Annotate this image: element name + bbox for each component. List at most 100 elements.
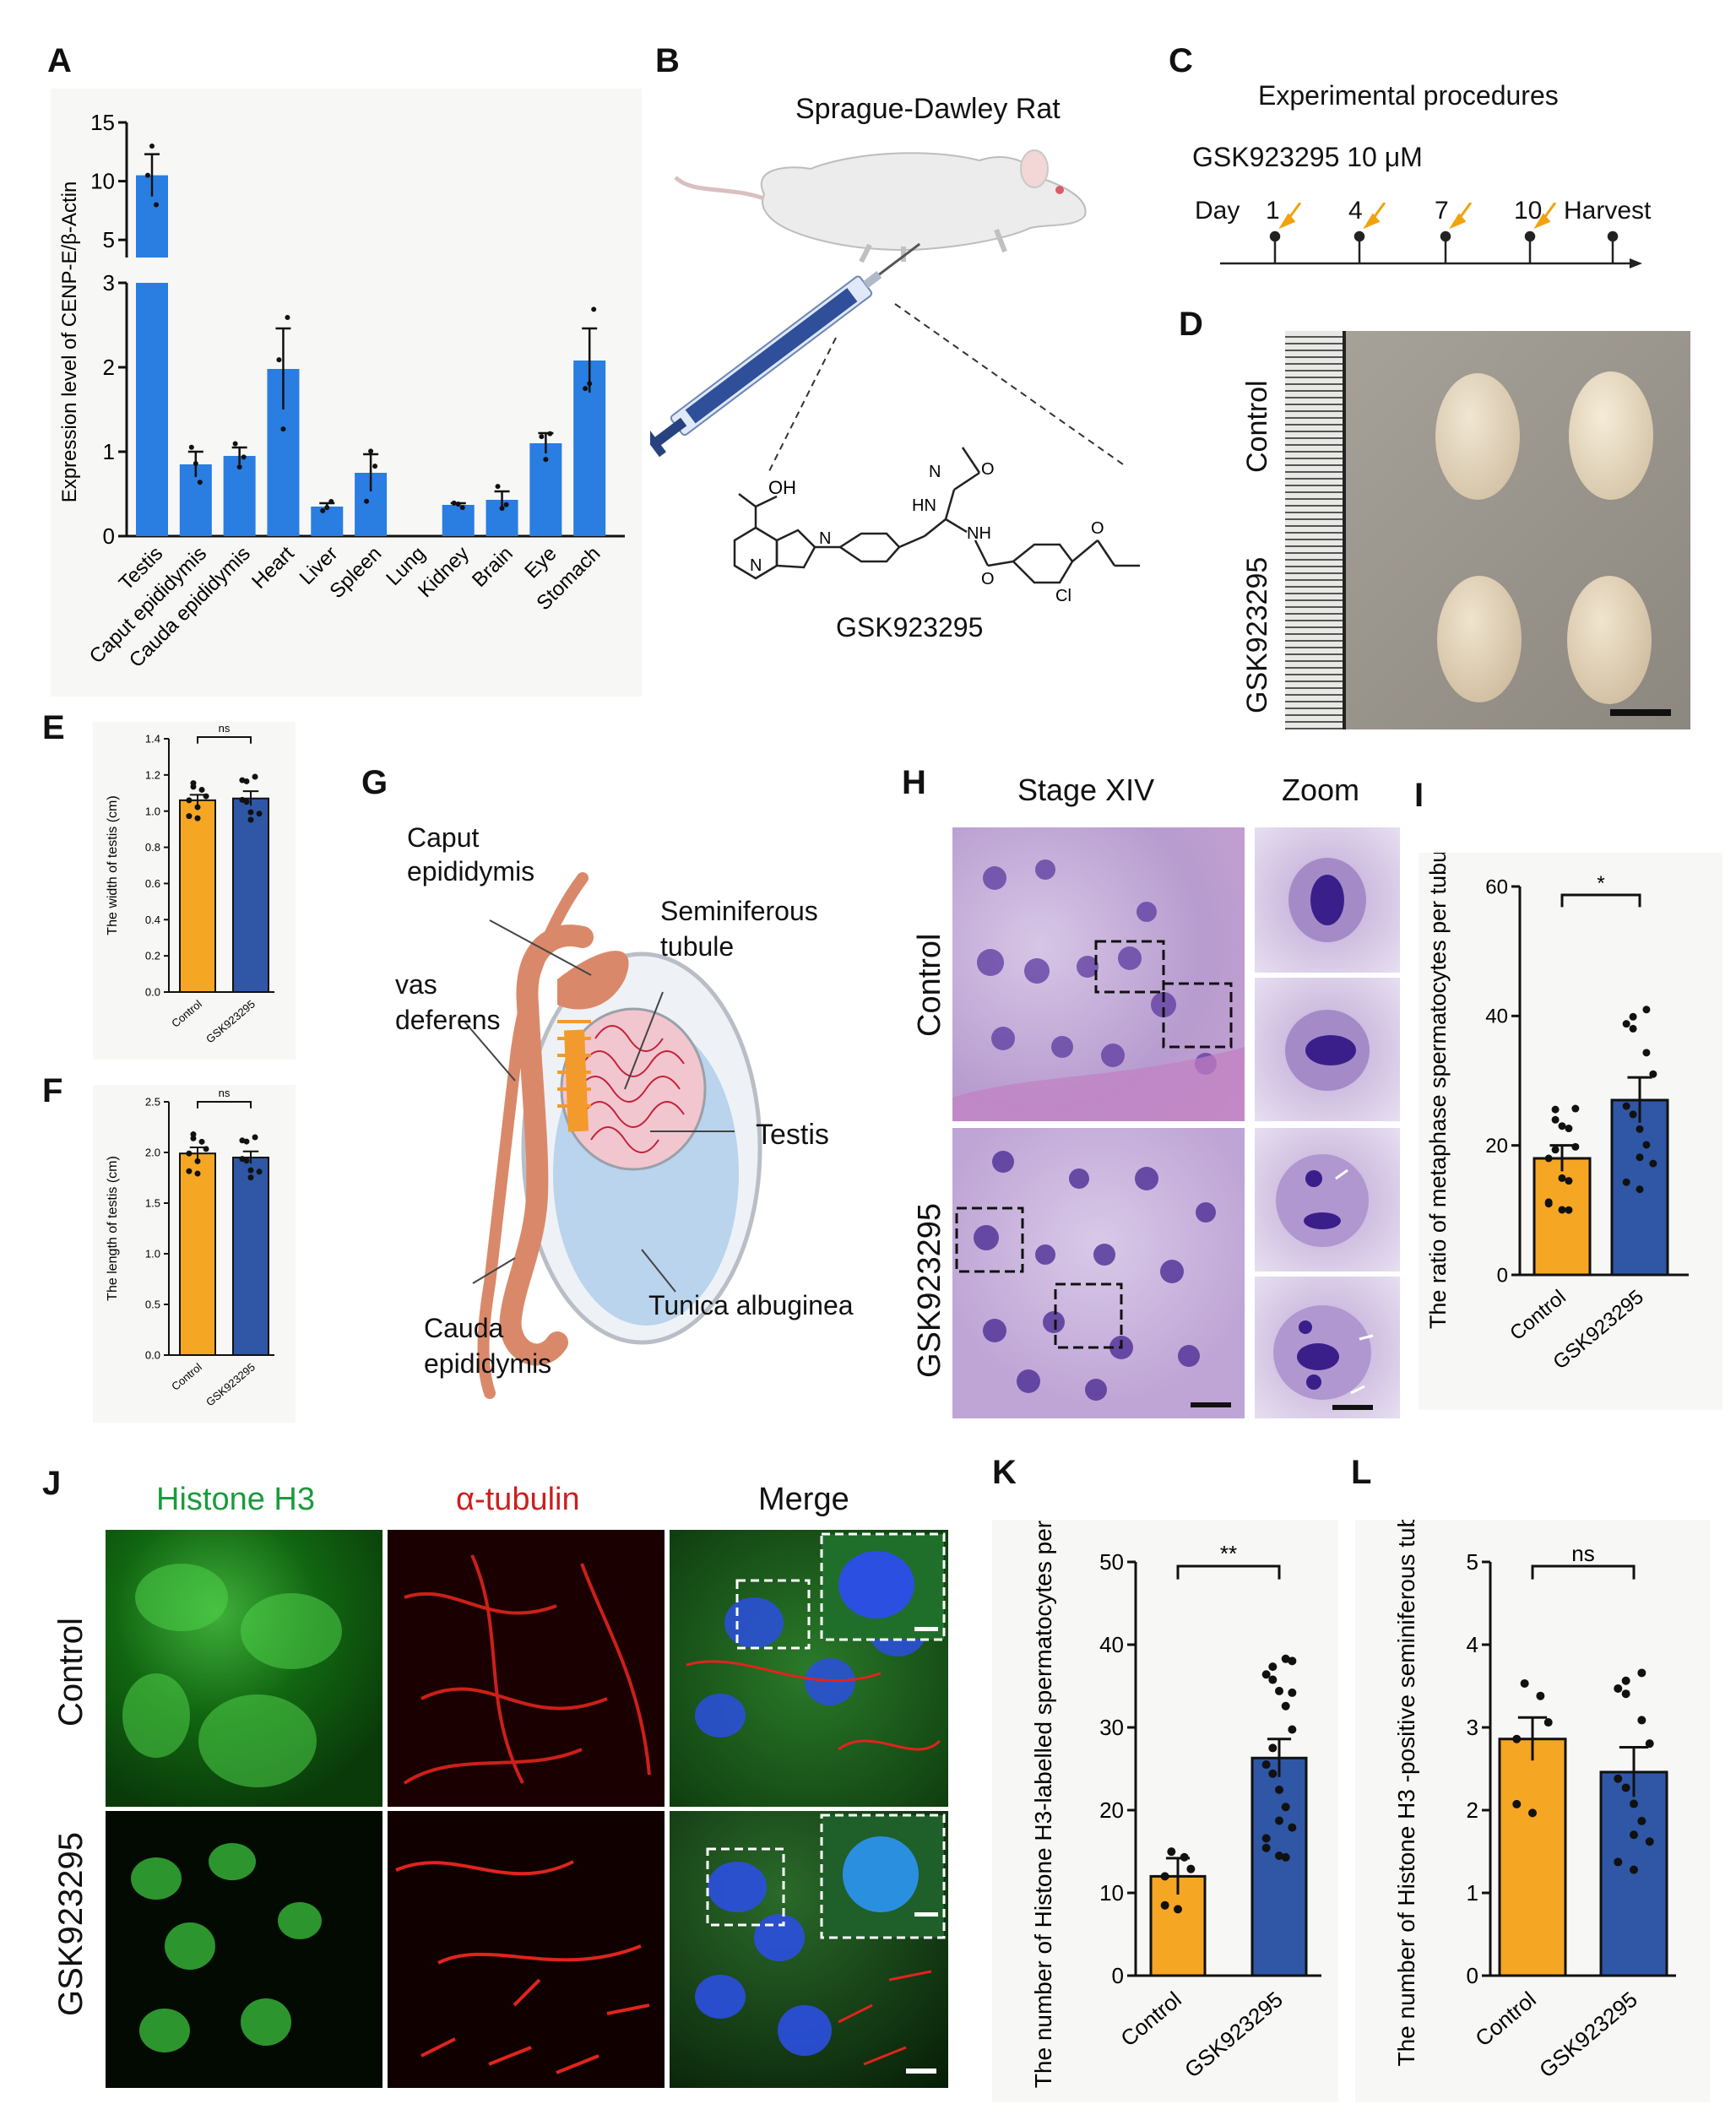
significance-bracket — [1560, 893, 1641, 908]
significance-label: * — [1597, 872, 1604, 895]
x-tick-label: Control — [169, 997, 204, 1030]
y-axis-label: The number of Histone H3-labelled sperma… — [1030, 1520, 1056, 2088]
label-vas-deferens: vas deferens — [395, 969, 501, 1035]
data-point — [1268, 1743, 1278, 1753]
y-tick-label: 15 — [90, 110, 115, 135]
svg-text:N: N — [750, 556, 762, 575]
data-point — [1275, 1686, 1283, 1695]
svg-text:O: O — [981, 570, 995, 588]
y-tick-label: 1.5 — [145, 1197, 160, 1210]
tubulin-control-image — [388, 1530, 665, 1807]
data-point — [368, 448, 374, 454]
data-point — [232, 441, 238, 447]
data-point — [1642, 1141, 1651, 1149]
data-point — [587, 381, 593, 387]
data-point — [1621, 1689, 1630, 1699]
data-point — [1621, 1783, 1630, 1792]
label-tunica-albuginea: Tunica albuginea — [648, 1290, 854, 1320]
data-point — [1629, 1024, 1637, 1033]
significance-bracket — [1176, 1564, 1281, 1580]
data-point — [1275, 1851, 1283, 1860]
data-point — [1636, 1153, 1644, 1162]
x-tick-label: Control — [1470, 1987, 1540, 2052]
bar-control — [179, 1152, 216, 1356]
y-tick-label: 0.4 — [145, 914, 160, 926]
data-point — [256, 811, 263, 817]
x-tick-label: GSK923295 — [203, 1360, 258, 1408]
histone-gsk-image — [106, 1811, 382, 2088]
y-axis-label: The ratio of metaphase spermatocytes per… — [1425, 853, 1451, 1329]
y-tick-label: 4 — [1467, 1632, 1478, 1657]
bar-gsk923295 — [1250, 1756, 1308, 1977]
data-point — [1268, 1675, 1278, 1684]
data-point — [154, 202, 159, 208]
data-point — [1261, 1834, 1271, 1843]
data-point — [190, 1131, 197, 1138]
panel-label-f: F — [42, 1072, 63, 1109]
data-point — [1275, 1785, 1283, 1794]
data-point — [1544, 1198, 1553, 1206]
svg-text:NH: NH — [967, 524, 991, 543]
axis-break-gap — [131, 260, 173, 280]
bar — [442, 505, 475, 536]
panel-b-title: Sprague-Dawley Rat — [795, 93, 1061, 125]
data-point — [1160, 1900, 1169, 1910]
data-point — [539, 434, 545, 440]
data-point — [1551, 1115, 1560, 1124]
y-tick-label: 1.4 — [145, 733, 160, 746]
data-point — [1558, 1122, 1566, 1130]
significance-label: ns — [1571, 1541, 1594, 1566]
y-axis-label: The length of testis (cm) — [106, 1156, 120, 1301]
data-point — [241, 454, 247, 460]
data-point — [372, 464, 378, 469]
y-tick-label: 0 — [1112, 1963, 1124, 1988]
svg-text:O: O — [1091, 519, 1104, 538]
data-point — [285, 315, 290, 321]
y-tick-label: 0.5 — [145, 1299, 160, 1311]
panel-j-col-histone: Histone H3 — [156, 1482, 315, 1517]
data-point — [1261, 1760, 1271, 1770]
data-point — [1629, 1012, 1637, 1021]
data-point — [194, 815, 201, 821]
data-point — [1558, 1206, 1566, 1214]
panel-j-col-merge: Merge — [758, 1482, 849, 1517]
data-point — [247, 1167, 254, 1174]
data-point — [1261, 1843, 1271, 1852]
panel-h-row-gsk: GSK923295 — [912, 1202, 947, 1378]
data-point — [1543, 1718, 1553, 1727]
x-tick-label: Heart — [247, 542, 299, 594]
data-point — [1281, 1654, 1290, 1663]
data-point — [1637, 1816, 1646, 1825]
data-point — [1288, 1688, 1297, 1697]
bar — [311, 507, 344, 536]
histone-control-image — [106, 1530, 382, 1807]
data-point — [1261, 1670, 1271, 1679]
data-point — [1186, 1864, 1196, 1873]
panel-label-l: L — [1351, 1454, 1372, 1491]
panel-c-drug: GSK923295 10 μM — [1192, 142, 1423, 172]
significance-bracket — [1531, 1564, 1636, 1580]
data-point — [243, 1138, 250, 1145]
y-tick-label: 2.5 — [145, 1096, 160, 1109]
data-point — [198, 1138, 205, 1145]
data-point — [197, 480, 203, 485]
syringe-illustration — [650, 242, 921, 458]
data-point — [1649, 1070, 1657, 1078]
data-point — [1544, 1154, 1553, 1163]
panel-h-col-zoom: Zoom — [1282, 773, 1360, 807]
y-tick-label: 1.0 — [145, 805, 160, 817]
panel-label-j: J — [42, 1465, 62, 1502]
data-point — [1281, 1803, 1290, 1812]
data-point — [194, 804, 201, 811]
y-tick-label: 10 — [90, 169, 115, 194]
merge-control-image — [670, 1530, 948, 1807]
panel-j-row-control: Control — [52, 1618, 90, 1727]
data-point — [190, 780, 197, 787]
testis-control-1 — [1435, 373, 1520, 500]
gsk923295-structure: OH N N N O HN NH O O Cl — [733, 447, 1140, 605]
y-tick-label: 0 — [1497, 1264, 1508, 1287]
svg-text:HN: HN — [912, 496, 936, 515]
data-point — [252, 773, 258, 780]
significance-label: ns — [219, 722, 231, 735]
